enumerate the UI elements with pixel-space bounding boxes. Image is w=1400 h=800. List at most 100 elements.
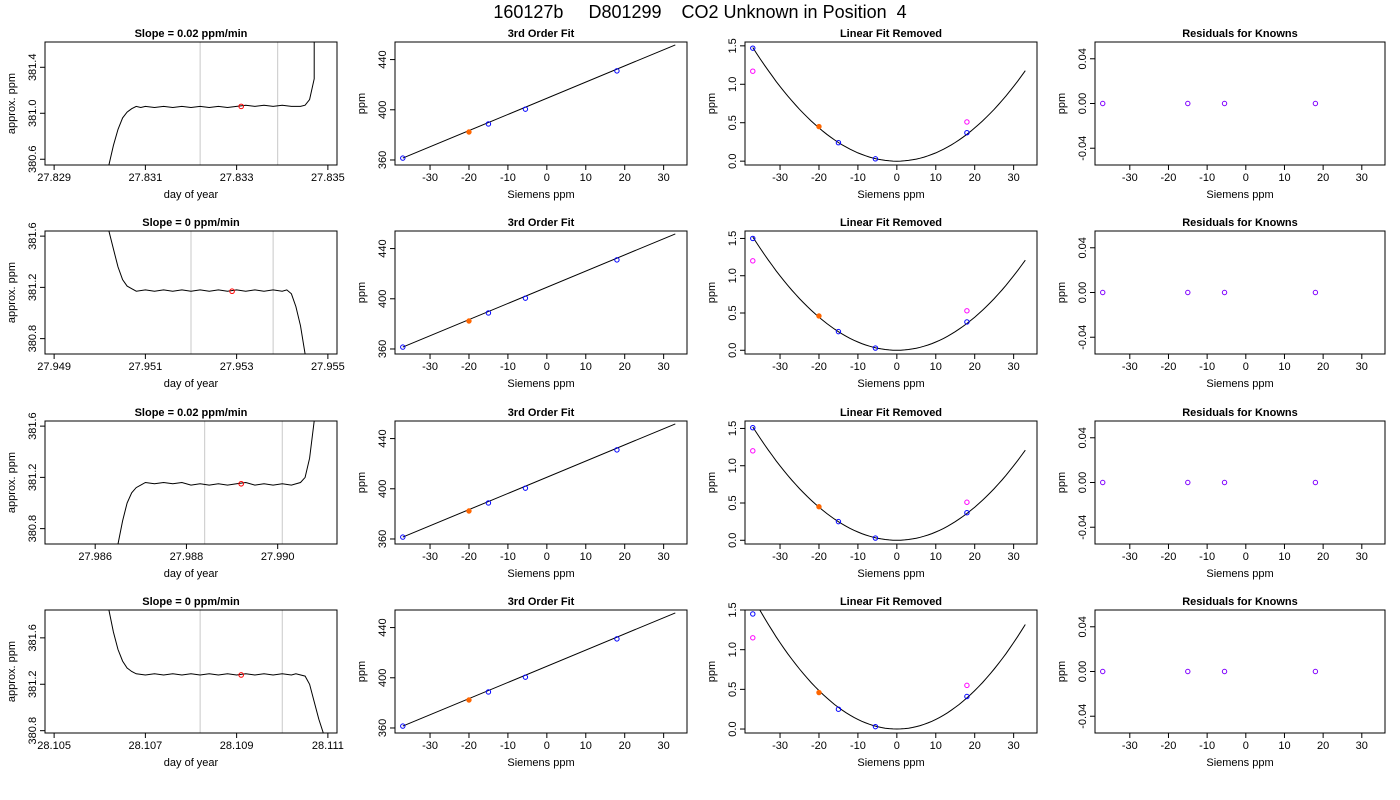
residual-point xyxy=(1312,479,1319,486)
plot-area xyxy=(750,425,1026,541)
plot-area xyxy=(750,235,1026,351)
x-axis-label: Siemens ppm xyxy=(1206,757,1273,769)
x-tick-label: 27.955 xyxy=(311,361,345,373)
panel-timeseries: Slope = 0 ppm/min day of year approx. ppm 2… xyxy=(6,217,345,390)
fit-line xyxy=(402,612,676,727)
residual-point xyxy=(1221,668,1228,675)
known-point xyxy=(522,485,529,491)
x-tick-label: 27.833 xyxy=(220,172,254,184)
x-tick-label: 20 xyxy=(619,740,631,752)
y-axis-label: approx. ppm xyxy=(6,452,18,513)
x-tick-label: 28.107 xyxy=(129,740,163,752)
x-tick-label: 27.953 xyxy=(220,361,254,373)
raw-point xyxy=(750,68,756,74)
x-tick-label: 10 xyxy=(930,172,942,184)
x-tick-label: 20 xyxy=(1317,740,1329,752)
known-point xyxy=(964,130,970,136)
known-point xyxy=(485,500,492,506)
residual-point xyxy=(1221,289,1228,296)
x-tick-label: 20 xyxy=(969,361,981,373)
y-axis-label: ppm xyxy=(706,472,718,493)
known-point xyxy=(614,68,620,74)
x-tick-label: 10 xyxy=(930,361,942,373)
x-axis-label: Siemens ppm xyxy=(857,757,924,769)
mean-point xyxy=(238,672,244,678)
y-tick-label: 1.0 xyxy=(727,268,739,283)
known-point xyxy=(750,45,756,51)
y-tick-label: 1.5 xyxy=(727,602,739,617)
x-axis-label: day of year xyxy=(164,189,219,201)
known-point xyxy=(400,155,406,161)
unknown-point xyxy=(466,697,472,703)
x-tick-label: -20 xyxy=(461,551,477,563)
known-point xyxy=(750,425,756,431)
panel-title: Linear Fit Removed xyxy=(840,28,942,40)
y-tick-label: 360 xyxy=(377,151,389,169)
panel-linear_removed: Linear Fit Removed Siemens ppm ppm -30 -20 -1… xyxy=(706,596,1038,769)
x-tick-label: -30 xyxy=(422,172,438,184)
plot-frame xyxy=(394,230,688,355)
x-axis-label: Siemens ppm xyxy=(857,378,924,390)
plot-frame xyxy=(44,609,338,734)
unknown-point xyxy=(466,508,472,514)
y-tick-label: 360 xyxy=(377,530,389,548)
panel-title: Residuals for Knowns xyxy=(1182,596,1298,608)
raw-point xyxy=(964,499,970,505)
known-point xyxy=(614,447,620,453)
y-tick-label: 381.6 xyxy=(27,624,39,652)
residual-point xyxy=(1221,479,1228,486)
x-tick-label: -10 xyxy=(850,740,866,752)
plot-area xyxy=(117,421,315,544)
x-tick-label: -20 xyxy=(1161,551,1177,563)
x-axis-label: Siemens ppm xyxy=(857,189,924,201)
panel-title: Residuals for Knowns xyxy=(1182,407,1298,419)
x-axis-label: Siemens ppm xyxy=(1206,378,1273,390)
unknown-point xyxy=(466,318,472,324)
x-tick-label: 30 xyxy=(1356,361,1368,373)
unknown-point xyxy=(466,129,472,135)
x-tick-label: 10 xyxy=(580,361,592,373)
panel-timeseries: Slope = 0.02 ppm/min day of year approx. p… xyxy=(6,28,345,201)
panel-residuals: Residuals for Knowns Siemens ppm ppm -30 -20… xyxy=(1056,407,1386,580)
plot-area xyxy=(400,44,676,161)
x-tick-label: 0 xyxy=(894,172,900,184)
plot-area xyxy=(108,42,315,165)
panel-title: 3rd Order Fit xyxy=(508,407,575,419)
panel-residuals: Residuals for Knowns Siemens ppm ppm -30 -20… xyxy=(1056,217,1386,390)
panel-title: Residuals for Knowns xyxy=(1182,217,1298,229)
panel-residuals: Residuals for Knowns Siemens ppm ppm -30 -20… xyxy=(1056,28,1386,201)
y-tick-label: 400 xyxy=(377,101,389,119)
x-tick-label: 28.109 xyxy=(220,740,254,752)
y-tick-label: 381.6 xyxy=(27,222,39,250)
plot-area xyxy=(750,610,1026,730)
y-tick-label: 1.0 xyxy=(727,458,739,473)
x-tick-label: -30 xyxy=(1122,172,1138,184)
x-tick-label: -10 xyxy=(1199,551,1215,563)
known-point xyxy=(835,706,842,712)
x-tick-label: 10 xyxy=(580,740,592,752)
mean-point xyxy=(238,103,244,110)
x-tick-label: -30 xyxy=(1122,551,1138,563)
x-tick-label: 27.829 xyxy=(37,172,71,184)
x-tick-label: -10 xyxy=(500,551,516,563)
known-point xyxy=(485,310,492,316)
x-tick-label: -30 xyxy=(422,551,438,563)
mean-point xyxy=(238,480,244,487)
y-tick-label: 380.8 xyxy=(27,325,39,353)
fit-curve xyxy=(752,47,1026,162)
plot-frame xyxy=(744,41,1038,166)
y-tick-label: 0.0 xyxy=(727,721,739,736)
y-axis-label: approx. ppm xyxy=(6,262,18,323)
plot-frame xyxy=(744,609,1038,734)
x-tick-label: -30 xyxy=(1122,361,1138,373)
y-tick-label: 0.0 xyxy=(727,154,739,169)
y-tick-label: 381.2 xyxy=(27,274,39,302)
x-tick-label: 10 xyxy=(580,551,592,563)
x-tick-label: 0 xyxy=(1243,740,1249,752)
plot-frame xyxy=(1094,609,1386,734)
plot-frame xyxy=(44,420,338,545)
plot-frame xyxy=(1094,41,1386,166)
raw-point xyxy=(750,448,756,454)
y-tick-label: 440 xyxy=(377,429,389,447)
known-point xyxy=(872,535,879,541)
